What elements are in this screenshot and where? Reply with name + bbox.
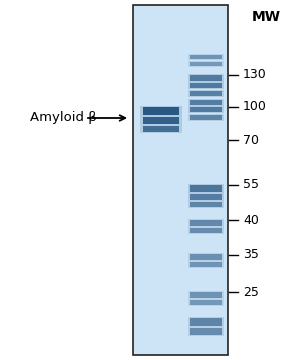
Bar [133,5,228,355]
Bar [190,55,222,59]
Bar [140,125,182,133]
Bar [188,261,224,268]
Bar [188,184,224,193]
Text: 25: 25 [243,285,259,298]
Bar [188,291,224,299]
Bar [188,54,224,60]
Bar [140,116,182,125]
Bar [190,328,222,335]
Bar [188,253,224,261]
Text: 100: 100 [243,100,267,113]
Bar [188,90,224,97]
Text: 55: 55 [243,179,259,192]
Text: 35: 35 [243,248,259,261]
Bar [190,91,222,96]
Text: 130: 130 [243,68,267,81]
Bar [140,106,182,116]
Bar [188,299,224,306]
Bar [188,74,224,82]
Bar [188,227,224,234]
Bar [188,106,224,113]
Text: 70: 70 [243,134,259,147]
Bar [188,114,224,121]
Bar [190,292,222,298]
Bar [143,107,179,115]
Bar [188,219,224,227]
Bar [190,220,222,226]
Bar [190,75,222,81]
Bar [190,83,222,88]
Bar [188,317,224,327]
Bar [190,262,222,267]
Bar [190,202,222,207]
Text: 40: 40 [243,213,259,226]
Bar [190,107,222,112]
Bar [188,99,224,106]
Bar [190,254,222,260]
Bar [143,117,179,124]
Bar [190,62,222,66]
Bar [190,300,222,305]
Bar [190,194,222,200]
Bar [188,61,224,67]
Bar [143,126,179,132]
Bar [188,82,224,89]
Bar [188,327,224,336]
Bar [190,228,222,233]
Bar [190,115,222,120]
Bar [188,193,224,201]
Bar [188,201,224,208]
Bar [190,185,222,192]
Text: MW: MW [252,10,281,24]
Bar [190,318,222,326]
Bar [190,100,222,105]
Text: Amyloid β: Amyloid β [30,112,97,125]
